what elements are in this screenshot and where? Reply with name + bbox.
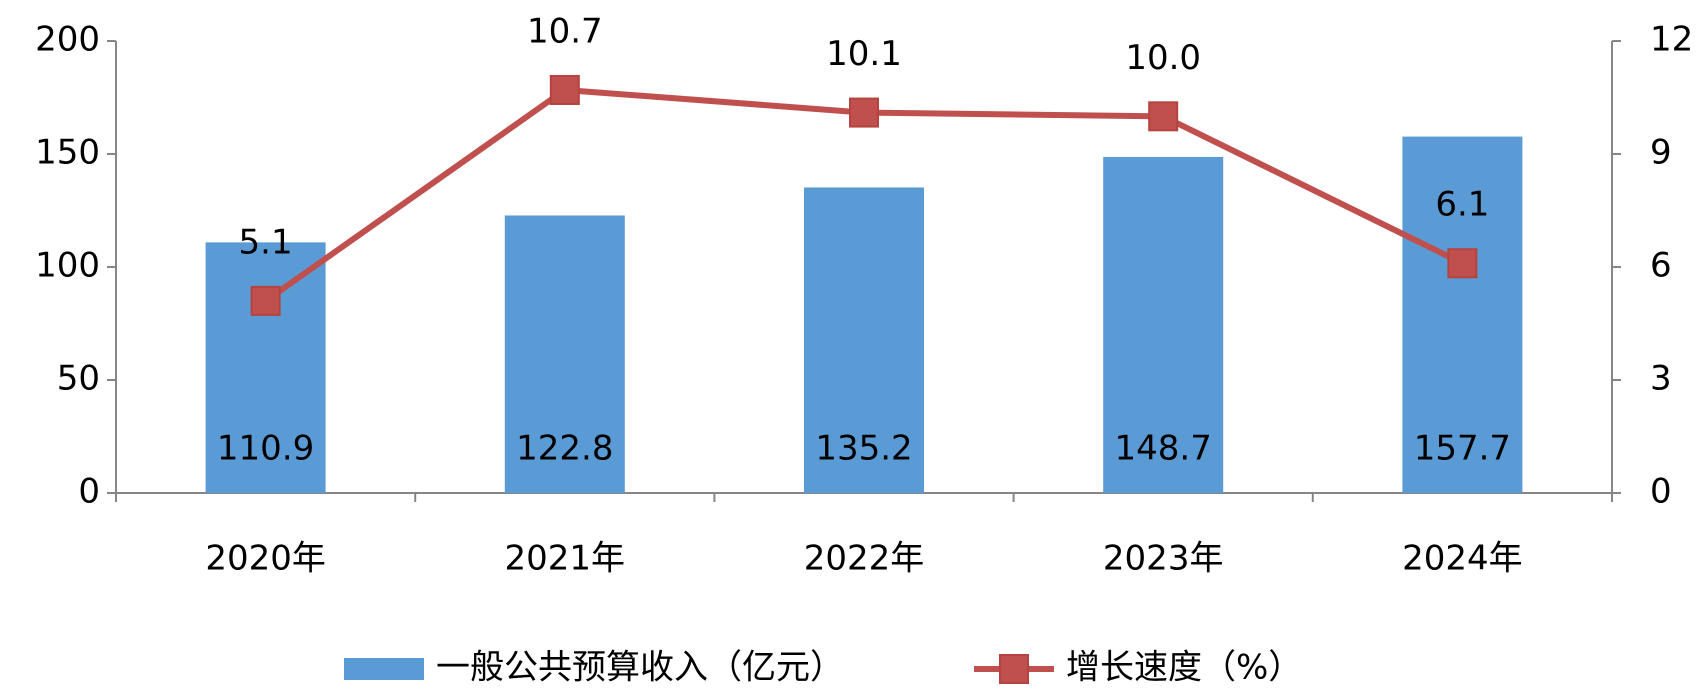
bar (205, 242, 326, 493)
y-tick-label: 50 (57, 359, 100, 399)
line-marker (1148, 101, 1179, 132)
bar (1402, 136, 1523, 493)
y-tick-label: 150 (35, 133, 100, 173)
bar-value-label: 110.9 (217, 429, 314, 469)
bar-value-label: 157.7 (1414, 429, 1511, 469)
legend-marker (999, 654, 1029, 684)
line-value-label: 10.1 (826, 34, 902, 74)
legend-label: 增长速度（%） (1066, 648, 1302, 688)
x-tick-label: 2024年 (1402, 539, 1523, 579)
y2-tick-label: 9 (1650, 133, 1672, 173)
bar (804, 187, 924, 493)
bar-value-label: 135.2 (815, 429, 912, 469)
bar-value-label: 148.7 (1115, 429, 1212, 469)
y-tick-label: 100 (35, 246, 100, 286)
line-marker (250, 285, 281, 316)
bar (1103, 156, 1224, 494)
y2-tick-label: 6 (1650, 246, 1672, 286)
y-tick-label: 200 (35, 20, 100, 60)
y-tick-label: 0 (78, 472, 100, 512)
y2-tick-label: 3 (1650, 359, 1672, 399)
line-value-label: 10.7 (527, 11, 603, 51)
line-marker (549, 74, 580, 105)
line-value-label: 10.0 (1125, 38, 1201, 78)
line-value-label: 5.1 (239, 222, 293, 262)
x-tick-label: 2021年 (505, 539, 626, 579)
x-tick-label: 2020年 (205, 539, 326, 579)
x-tick-label: 2022年 (804, 539, 925, 579)
y2-tick-label: 12 (1650, 20, 1693, 60)
line-marker (1447, 248, 1478, 279)
line-value-label: 6.1 (1435, 185, 1489, 225)
x-tick-label: 2023年 (1103, 539, 1224, 579)
legend-label: 一般公共预算收入（亿元） (436, 648, 844, 688)
bar-value-label: 122.8 (516, 429, 613, 469)
bar (504, 215, 625, 494)
legend-swatch (344, 658, 424, 680)
y2-tick-label: 0 (1650, 472, 1672, 512)
line-marker (849, 97, 879, 128)
